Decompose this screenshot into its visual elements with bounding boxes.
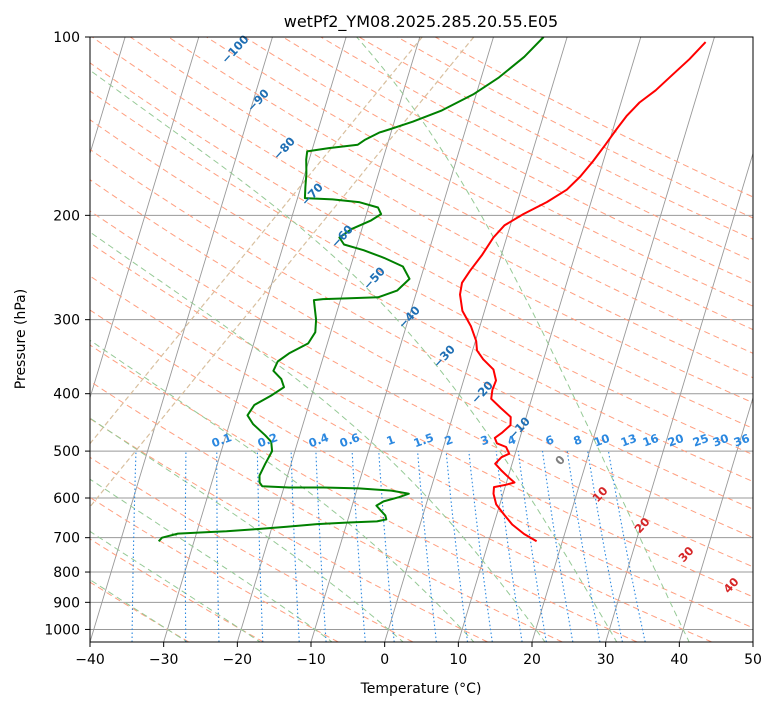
x-tick-label: 50 [744,652,762,668]
moist-adiabat-line [0,37,475,643]
y-tick-label: 900 [53,595,80,611]
y-tick-label: 700 [53,531,80,547]
isotherm-line [753,37,775,642]
moist-adiabat-label: 20 [631,515,652,536]
x-tick-label: 40 [670,652,688,668]
chart-title: wetPf2_YM08.2025.285.20.55.E05 [284,12,558,32]
moist-adiabat-label: 30 [675,544,696,565]
dry-adiabat-label: −70 [298,180,326,208]
mixing-ratio-label: 0.2 [256,430,280,450]
mixing-ratio-line [185,451,186,642]
dry-adiabat-label: −40 [395,303,423,331]
isotherm-line [311,37,493,642]
mixing-ratio-label: 3 [478,432,490,448]
dry-adiabat-label: −80 [270,134,298,162]
mixing-ratio-label: 1.5 [412,430,436,450]
y-axis-label: Pressure (hPa) [13,289,29,389]
tan-reference-curve [0,37,422,642]
mixing-ratio-label: 0.1 [210,430,234,450]
mixing-ratio-line [543,451,573,642]
y-tick-label: 600 [53,491,80,507]
dry-adiabat-line [0,37,775,642]
mixing-ratio-line [316,451,326,642]
isotherm-line [16,37,198,642]
isotherm-line [458,37,640,642]
x-axis-label: Temperature (°C) [360,681,482,697]
y-tick-label: 200 [53,208,80,224]
x-tick-label: 30 [597,652,615,668]
x-tick-label: −30 [149,652,179,668]
dry-adiabat-line [0,37,775,642]
mixing-ratio-label: 13 [619,431,639,450]
mixing-ratio-label: 8 [571,432,583,448]
moist-adiabat-line [46,37,618,643]
y-tick-label: 1000 [44,622,80,638]
line-labels: −100−90−80−70−60−50−40−30−20−10010203040… [210,32,752,596]
x-tick-label: 10 [449,652,467,668]
dry-adiabat-line [0,37,775,642]
plot-frame [90,37,753,642]
mixing-ratio-label: 1 [384,432,396,448]
y-tick-label: 500 [53,444,80,460]
mixing-ratio-line [379,451,395,642]
mixing-ratio-label: 25 [691,431,711,450]
dry-adiabat-line [359,37,775,642]
mixing-ratio-line [469,451,493,642]
moist-adiabat-line [357,37,690,643]
moist-adiabat-line [0,37,405,643]
profile-series [159,37,706,541]
temperature-profile-line [460,42,706,541]
dry-adiabat-line [0,37,775,642]
y-tick-label: 100 [53,30,80,46]
mixing-ratio-label: 0.6 [338,430,362,450]
dry-adiabat-line [0,37,413,642]
dry-adiabat-line [0,37,264,642]
y-tick-label: 400 [53,387,80,403]
mixing-ratio-label: 6 [543,432,555,448]
mixing-ratio-label: 16 [641,431,661,450]
mixing-ratio-label: 0.4 [307,430,331,450]
moist-adiabat-label: 10 [589,484,610,505]
dry-adiabat-label: −30 [430,342,458,370]
mixing-ratio-line [132,451,136,642]
mixing-ratio-label: 2 [442,432,454,448]
moist-adiabat-label: 40 [720,575,741,596]
mixing-ratio-label: 36 [732,431,752,450]
dry-adiabat-label: −50 [360,264,388,292]
moist-adiabat-line [0,150,189,643]
x-tick-label: −40 [75,652,105,668]
background-lines [0,37,775,643]
y-tick-label: 300 [53,313,80,329]
x-tick-label: 0 [380,652,389,668]
dry-adiabat-line [0,37,562,642]
moist-adiabat-line [0,114,262,643]
x-tick-label: −10 [296,652,326,668]
dry-adiabat-line [283,37,775,642]
mixing-ratio-line [588,451,623,642]
y-tick-label: 800 [53,565,80,581]
mixing-ratio-label: 30 [711,431,731,450]
mixing-ratio-line [82,451,89,642]
mixing-ratio-line [446,451,467,642]
isotherm-line [164,37,346,642]
mixing-ratio-line [518,451,546,642]
moist-adiabat-line [0,37,546,643]
x-tick-label: 20 [523,652,541,668]
moist-adiabat-label: 0 [552,453,568,468]
dry-adiabat-line [92,37,775,642]
dry-adiabat-line [245,37,775,642]
x-tick-label: −20 [223,652,253,668]
tan-reference-curve [0,37,474,642]
dry-adiabat-line [0,37,775,642]
dry-adiabat-line [0,37,775,642]
